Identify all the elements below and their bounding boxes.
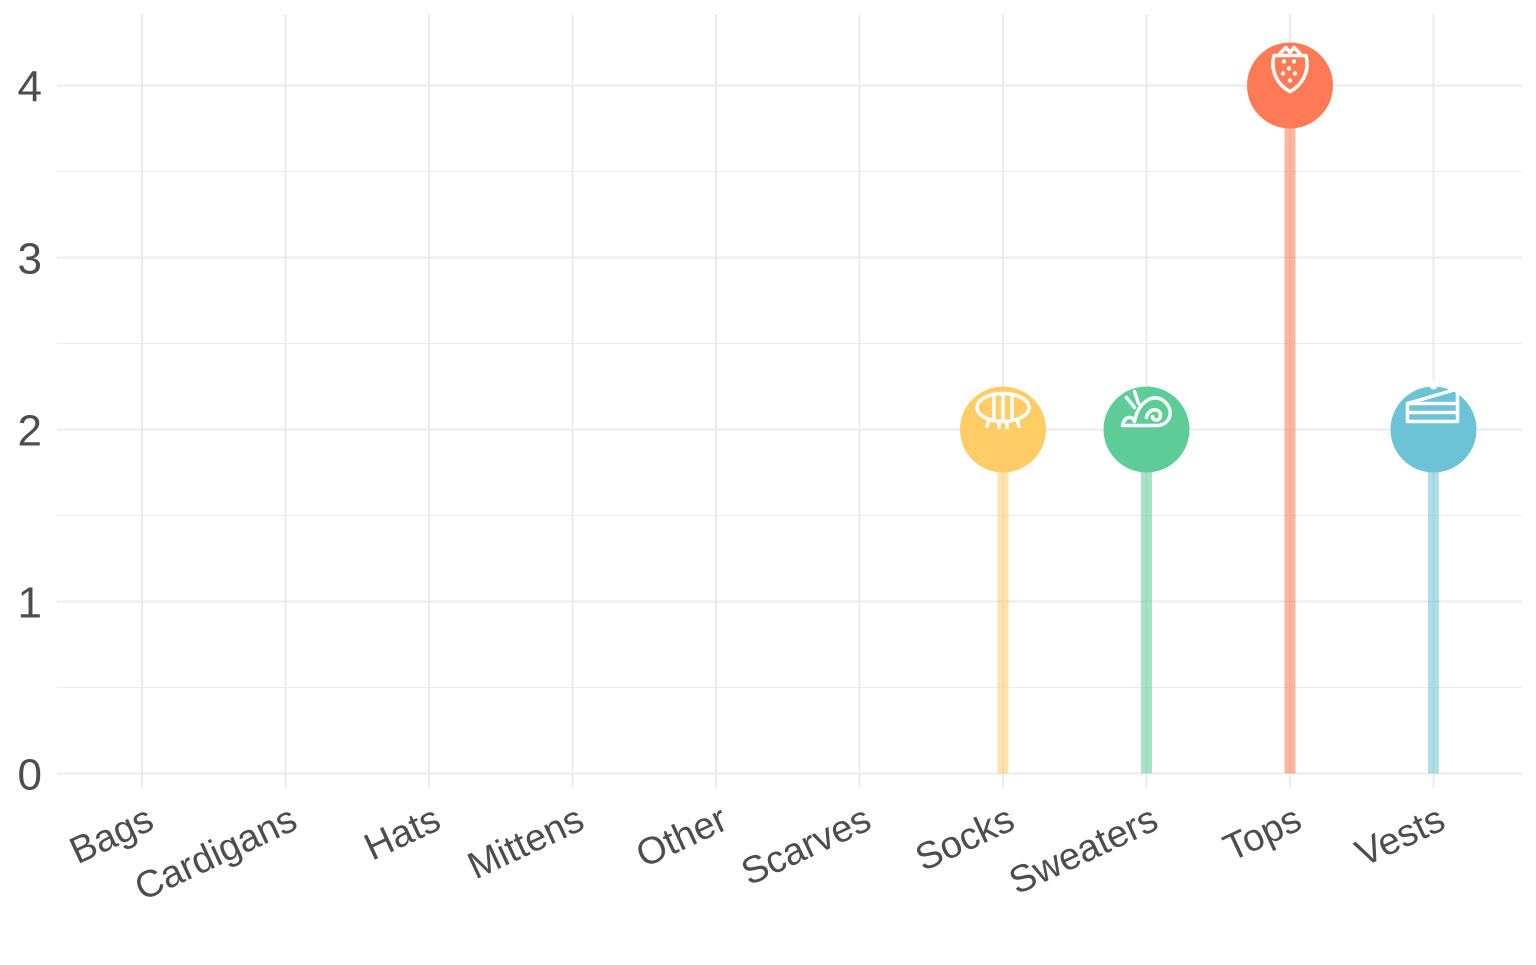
pineapple-icon [975,391,1031,430]
lollipop-heads [960,42,1477,473]
point-tops [1247,42,1333,129]
lollipop-head-socks [960,386,1046,473]
x-tick-label-cardigans: Cardigans [129,798,304,909]
x-tick-label-vests: Vests [1349,798,1451,875]
y-tick-label: 3 [18,235,42,284]
strawberry-icon [1271,45,1309,94]
y-tick-label: 1 [18,579,42,628]
lollipop-stems [997,85,1439,774]
x-tick-label-hats: Hats [358,798,447,869]
x-tick-label-sweaters: Sweaters [1003,798,1164,903]
lollipop-head-sweaters [1103,386,1190,473]
x-tick-label-tops: Tops [1217,798,1308,870]
gridlines [57,14,1522,788]
lollipop-head-tops [1247,42,1333,129]
x-tick-label-scarves: Scarves [735,798,877,894]
point-vests [1390,386,1477,473]
x-tick-label-other: Other [630,798,734,876]
x-tick-label-mittens: Mittens [462,798,591,888]
y-tick-label: 4 [18,63,42,112]
y-tick-label: 0 [18,751,42,800]
point-socks [960,386,1046,473]
y-tick-label: 2 [18,407,42,456]
snail-icon [1120,389,1172,428]
lollipop-head-vests [1390,381,1477,473]
y-axis-tick-labels: 0 1 2 3 4 [18,63,42,800]
x-tick-label-bags: Bags [64,798,160,873]
cake-slice-icon [1405,381,1460,424]
